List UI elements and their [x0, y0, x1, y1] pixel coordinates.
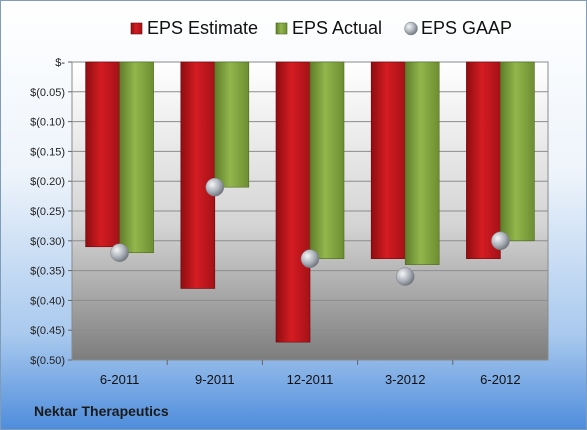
- x-tick-label: 6-2012: [480, 372, 520, 387]
- y-tick-label: $(0.40): [30, 295, 65, 307]
- marker-eps-gaap: [110, 243, 129, 262]
- legend-swatch: [130, 22, 143, 35]
- legend-label: EPS Estimate: [147, 18, 258, 38]
- y-tick-label: $-: [55, 57, 65, 69]
- legend-swatch: [404, 21, 418, 36]
- x-tick-label: 9-2011: [195, 372, 235, 387]
- marker-eps-gaap: [300, 249, 320, 268]
- y-tick-label: $(0.10): [30, 117, 65, 129]
- marker-eps-gaap: [491, 231, 510, 251]
- y-tick-label: $(0.45): [30, 325, 65, 337]
- x-tick-label: 6-2011: [100, 372, 140, 387]
- legend-swatch: [275, 22, 288, 35]
- y-tick-label: $(0.50): [30, 355, 65, 367]
- x-axis: 6-2011 9-2011 12-2011 3-2012 6-2012: [100, 360, 521, 387]
- legend-label: EPS GAAP: [421, 18, 512, 38]
- bar-eps-actual: [119, 61, 154, 254]
- y-tick-label: $(0.30): [30, 236, 65, 248]
- bars: [85, 61, 535, 343]
- bar-eps-estimate: [180, 61, 216, 289]
- bar-eps-estimate: [85, 61, 120, 248]
- y-tick-label: $(0.05): [30, 87, 65, 99]
- marker-eps-gaap: [205, 177, 225, 197]
- y-tick-label: $(0.15): [30, 146, 65, 158]
- bar-eps-estimate: [370, 61, 406, 259]
- x-tick-label: 3-2012: [385, 372, 425, 387]
- bar-eps-actual: [500, 61, 535, 242]
- legend-item: EPS GAAP: [404, 18, 512, 38]
- bar-eps-actual: [404, 61, 440, 265]
- legend-label: EPS Actual: [292, 18, 382, 38]
- bar-eps-estimate: [275, 61, 311, 343]
- y-axis: $- $(0.05) $(0.10) $(0.15) $(0.20) $(0.25) $(0…: [30, 57, 72, 367]
- y-tick-label: $(0.35): [30, 266, 65, 278]
- company-name: Nektar Therapeutics: [34, 403, 169, 419]
- x-tick-label: 12-2011: [287, 372, 334, 387]
- bar-eps-estimate: [466, 61, 501, 259]
- bar-eps-actual: [309, 61, 345, 259]
- legend: EPS Estimate EPS Actual EPS GAAP: [130, 18, 512, 38]
- legend-item: EPS Estimate: [130, 18, 258, 38]
- y-tick-label: $(0.25): [30, 206, 65, 218]
- bar-eps-actual: [214, 61, 250, 188]
- legend-item: EPS Actual: [275, 18, 382, 38]
- marker-eps-gaap: [395, 267, 415, 286]
- y-tick-label: $(0.20): [30, 176, 65, 188]
